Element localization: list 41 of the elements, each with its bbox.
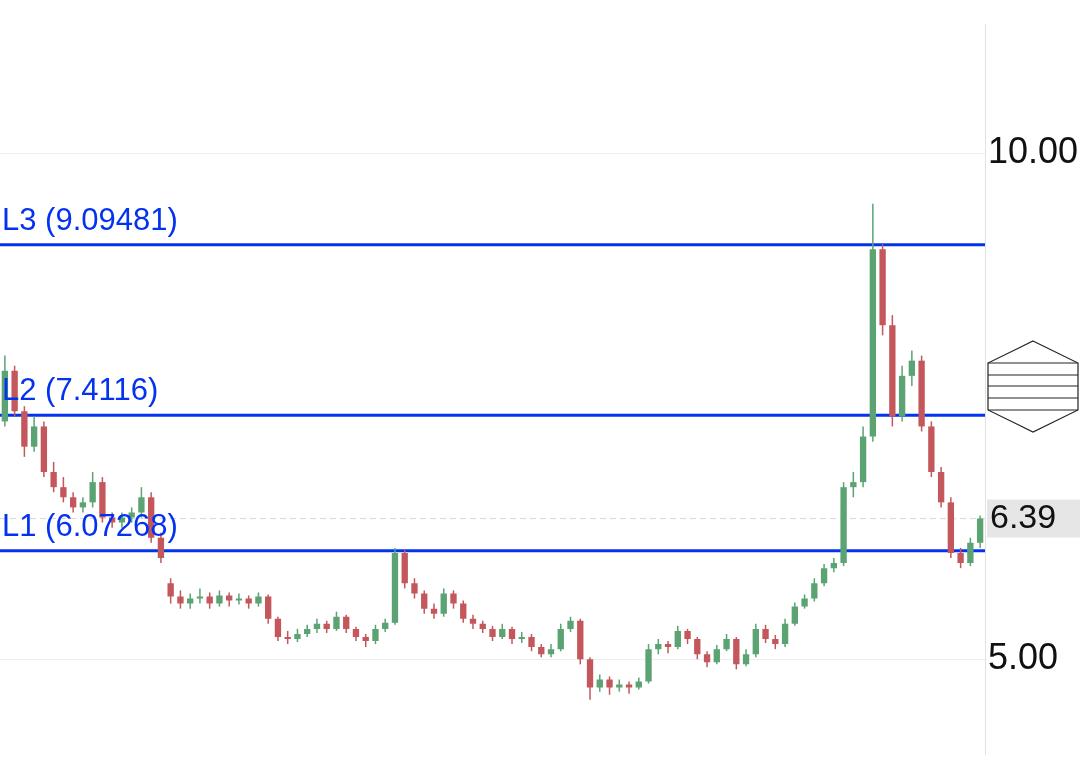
candlestick xyxy=(820,563,828,588)
candlestick xyxy=(235,592,243,606)
candlestick xyxy=(791,601,798,627)
candlestick xyxy=(450,589,457,610)
ref-line-label: 6.39 xyxy=(990,496,1057,535)
candlestick xyxy=(908,349,916,387)
y-tick-label: 5.00 xyxy=(988,636,1059,678)
candlestick xyxy=(557,623,564,652)
candlestick xyxy=(196,587,204,605)
y-tick-label: 10.00 xyxy=(988,130,1079,172)
candlestick xyxy=(460,599,467,624)
candlestick xyxy=(187,592,194,610)
candlestick xyxy=(50,461,57,493)
candlestick xyxy=(967,537,974,567)
candlestick xyxy=(333,610,340,632)
candlestick xyxy=(762,624,769,644)
candlestick xyxy=(89,471,96,509)
candlestick xyxy=(372,624,379,645)
candlestick xyxy=(60,476,67,504)
candlestick xyxy=(421,589,428,615)
candlestick xyxy=(30,415,38,453)
candlestick xyxy=(440,587,447,618)
candlestick xyxy=(518,631,525,644)
candlestick xyxy=(713,644,720,666)
candlestick xyxy=(957,547,964,569)
candlestick xyxy=(167,577,174,605)
candlestick xyxy=(694,636,701,660)
candlestick xyxy=(625,680,633,695)
candlestick xyxy=(674,625,681,650)
candlestick xyxy=(343,613,350,634)
ref-line-label: L3 (9.09481) xyxy=(2,201,178,237)
candlestick xyxy=(69,491,77,514)
candlestick xyxy=(177,589,184,610)
candlestick xyxy=(664,640,672,654)
candlestick xyxy=(411,577,418,600)
candlestick xyxy=(850,471,857,499)
candlestick xyxy=(274,615,282,642)
candlestick xyxy=(781,618,789,648)
candlestick xyxy=(811,577,818,603)
candlestick xyxy=(265,593,272,625)
candlestick xyxy=(606,675,613,696)
